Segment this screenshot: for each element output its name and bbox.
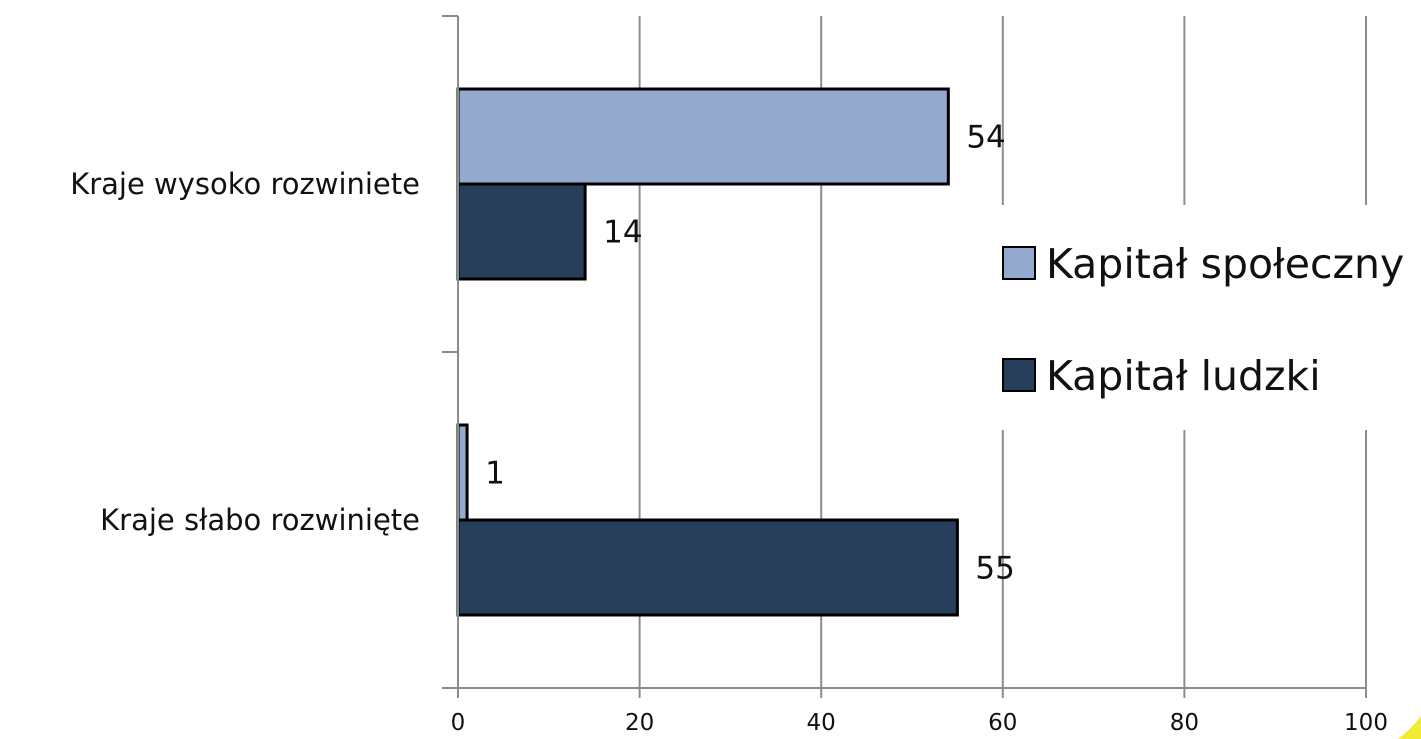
legend-swatch-1 [1002, 246, 1036, 280]
bars [456, 87, 959, 617]
legend-swatch-2 [1002, 358, 1036, 392]
legend-label-2: Kapitał ludzki [1046, 352, 1321, 400]
axes [442, 15, 1367, 698]
watermark [1398, 716, 1421, 739]
labels: 54 14 Kraje wysoko rozwiniete 1 55 Kraje słab… [70, 120, 1388, 737]
value-label-1-1: 54 [966, 120, 1005, 156]
bar-2-series-2 [456, 518, 959, 617]
category-label-2: Kraje słabo rozwinięte [100, 503, 420, 537]
category-label-1: Kraje wysoko rozwiniete [70, 167, 420, 201]
legend-background [982, 205, 1421, 430]
x-tick-label-100: 100 [1344, 710, 1388, 736]
legend: Kapitał społeczny Kapitał ludzki [982, 205, 1421, 430]
bar-1-series-2 [456, 182, 587, 281]
bar-1-series-1 [456, 87, 950, 186]
watermark-mark [1398, 716, 1421, 739]
value-label-2-1: 1 [485, 456, 505, 492]
bar-2-series-1 [456, 423, 469, 522]
value-label-2-2: 55 [975, 551, 1014, 587]
x-tick-label-20: 20 [625, 710, 654, 736]
legend-label-1: Kapitał społeczny [1046, 240, 1404, 288]
x-tick-label-0: 0 [451, 710, 466, 736]
x-tick-label-60: 60 [988, 710, 1017, 736]
value-label-1-2: 14 [603, 215, 642, 251]
x-tick-label-80: 80 [1170, 710, 1199, 736]
x-tick-label-40: 40 [807, 710, 836, 736]
